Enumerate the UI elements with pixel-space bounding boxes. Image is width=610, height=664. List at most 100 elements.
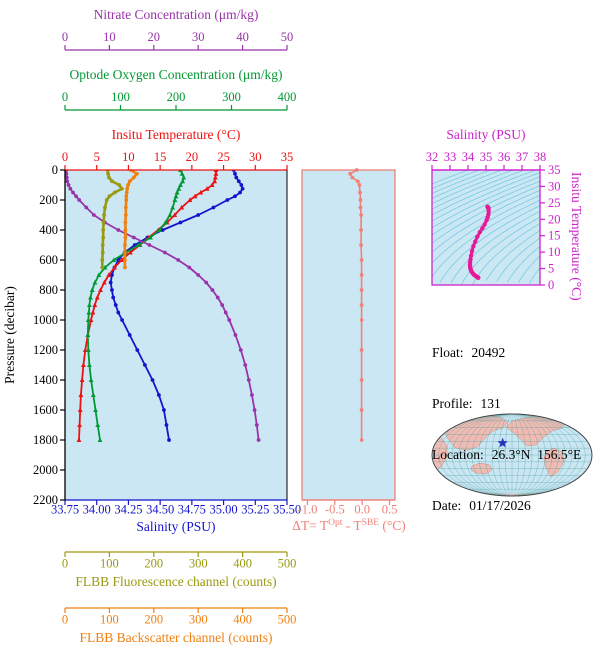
svg-text:5: 5 bbox=[94, 150, 100, 164]
svg-text:30: 30 bbox=[192, 30, 205, 44]
svg-text:200: 200 bbox=[167, 90, 186, 104]
svg-text:2000: 2000 bbox=[33, 463, 58, 477]
svg-text:400: 400 bbox=[233, 557, 252, 571]
svg-text:35: 35 bbox=[480, 150, 493, 164]
float-info-line: Float: 20492 bbox=[432, 344, 581, 361]
svg-text:35.25: 35.25 bbox=[241, 503, 269, 517]
series-fluorescence bbox=[100, 170, 124, 270]
float-value: 20492 bbox=[471, 345, 506, 360]
svg-text:200: 200 bbox=[144, 613, 163, 627]
svg-text:300: 300 bbox=[189, 557, 208, 571]
svg-text:1200: 1200 bbox=[33, 343, 58, 357]
date-value: 01/17/2026 bbox=[469, 498, 531, 513]
salinity-axis-title: Salinity (PSU) bbox=[136, 519, 215, 534]
svg-text:10: 10 bbox=[103, 30, 116, 44]
date-label: Date: bbox=[432, 498, 462, 513]
float-info-line: Location: 26.3°N 156.5°E bbox=[432, 446, 581, 463]
location-label: Location: bbox=[432, 447, 484, 462]
svg-text:10: 10 bbox=[122, 150, 135, 164]
svg-text:38: 38 bbox=[534, 150, 547, 164]
svg-text:35: 35 bbox=[548, 163, 561, 177]
svg-text:36: 36 bbox=[498, 150, 511, 164]
svg-text:-1.0: -1.0 bbox=[298, 503, 318, 517]
location-value: 26.3°N 156.5°E bbox=[491, 447, 582, 462]
ts-temperature-axis-title: Insitu Temperature (°C) bbox=[569, 172, 584, 301]
svg-text:400: 400 bbox=[233, 613, 252, 627]
svg-text:400: 400 bbox=[39, 223, 58, 237]
svg-text:800: 800 bbox=[39, 283, 58, 297]
series-oxygen bbox=[85, 170, 187, 442]
svg-text:34.75: 34.75 bbox=[178, 503, 206, 517]
svg-text:35.50: 35.50 bbox=[273, 503, 301, 517]
svg-text:30: 30 bbox=[548, 179, 561, 193]
svg-text:-0.5: -0.5 bbox=[325, 503, 345, 517]
pressure-axis-title: Pressure (decibar) bbox=[2, 286, 17, 384]
backscatter-axis-title: FLBB Backscatter channel (counts) bbox=[79, 630, 272, 645]
fluorescence-axis-title: FLBB Fluorescence channel (counts) bbox=[75, 574, 276, 589]
oxygen-axis-title: Optode Oxygen Concentration (μm/kg) bbox=[69, 67, 282, 82]
svg-text:33: 33 bbox=[444, 150, 457, 164]
series-backscatter bbox=[123, 170, 139, 270]
delta-t-axis-title: ΔT= TOpt - TSBE (°C) bbox=[292, 518, 406, 533]
svg-text:34.50: 34.50 bbox=[146, 503, 174, 517]
delta-t-label-sup: Opt bbox=[328, 518, 343, 528]
svg-text:2200: 2200 bbox=[33, 493, 58, 507]
svg-text:25: 25 bbox=[217, 150, 230, 164]
svg-text:0: 0 bbox=[62, 557, 68, 571]
profile-label: Profile: bbox=[432, 396, 473, 411]
svg-text:100: 100 bbox=[100, 613, 119, 627]
svg-text:200: 200 bbox=[39, 193, 58, 207]
svg-text:20: 20 bbox=[548, 212, 561, 226]
svg-text:1000: 1000 bbox=[33, 313, 58, 327]
svg-text:50: 50 bbox=[281, 30, 294, 44]
svg-text:500: 500 bbox=[278, 613, 297, 627]
ts-curve bbox=[467, 204, 491, 280]
svg-text:40: 40 bbox=[236, 30, 249, 44]
svg-text:0.5: 0.5 bbox=[382, 503, 398, 517]
float-info-line: Date: 01/17/2026 bbox=[432, 497, 581, 514]
float-label: Float: bbox=[432, 345, 464, 360]
svg-text:34.00: 34.00 bbox=[83, 503, 111, 517]
delta-t-label-part: (°C) bbox=[379, 518, 406, 533]
svg-text:34: 34 bbox=[462, 150, 475, 164]
svg-text:34.25: 34.25 bbox=[114, 503, 142, 517]
svg-text:0: 0 bbox=[62, 30, 68, 44]
svg-text:200: 200 bbox=[144, 557, 163, 571]
svg-text:300: 300 bbox=[189, 613, 208, 627]
svg-text:0: 0 bbox=[62, 150, 68, 164]
delta-t-label-sup: SBE bbox=[362, 518, 380, 528]
svg-text:400: 400 bbox=[278, 90, 297, 104]
svg-text:35.00: 35.00 bbox=[210, 503, 238, 517]
svg-text:35: 35 bbox=[281, 150, 294, 164]
svg-text:1400: 1400 bbox=[33, 373, 58, 387]
svg-text:30: 30 bbox=[249, 150, 262, 164]
profile-value: 131 bbox=[480, 396, 501, 411]
nitrate-axis-title: Nitrate Concentration (μm/kg) bbox=[94, 7, 259, 22]
svg-text:20: 20 bbox=[186, 150, 199, 164]
svg-text:33.75: 33.75 bbox=[51, 503, 79, 517]
delta-t-label-part: ΔT= T bbox=[292, 518, 329, 533]
svg-text:5: 5 bbox=[548, 262, 554, 276]
svg-text:1600: 1600 bbox=[33, 403, 58, 417]
float-position-star bbox=[497, 437, 508, 448]
profile-curves bbox=[65, 170, 261, 442]
float-info-line: Profile: 131 bbox=[432, 395, 581, 412]
delta-t-curve bbox=[348, 168, 364, 442]
svg-text:37: 37 bbox=[516, 150, 529, 164]
svg-text:1800: 1800 bbox=[33, 433, 58, 447]
svg-text:0: 0 bbox=[62, 90, 68, 104]
svg-text:15: 15 bbox=[154, 150, 167, 164]
svg-text:10: 10 bbox=[548, 245, 561, 259]
float-info-block: Float: 20492 Profile: 131 Location: 26.3°N … bbox=[432, 310, 581, 548]
svg-text:0.0: 0.0 bbox=[354, 503, 370, 517]
svg-text:100: 100 bbox=[100, 557, 119, 571]
svg-text:600: 600 bbox=[39, 253, 58, 267]
svg-text:300: 300 bbox=[222, 90, 241, 104]
svg-text:25: 25 bbox=[548, 196, 561, 210]
svg-text:0: 0 bbox=[52, 163, 58, 177]
ts-salinity-axis-title: Salinity (PSU) bbox=[446, 127, 525, 142]
svg-text:100: 100 bbox=[111, 90, 130, 104]
